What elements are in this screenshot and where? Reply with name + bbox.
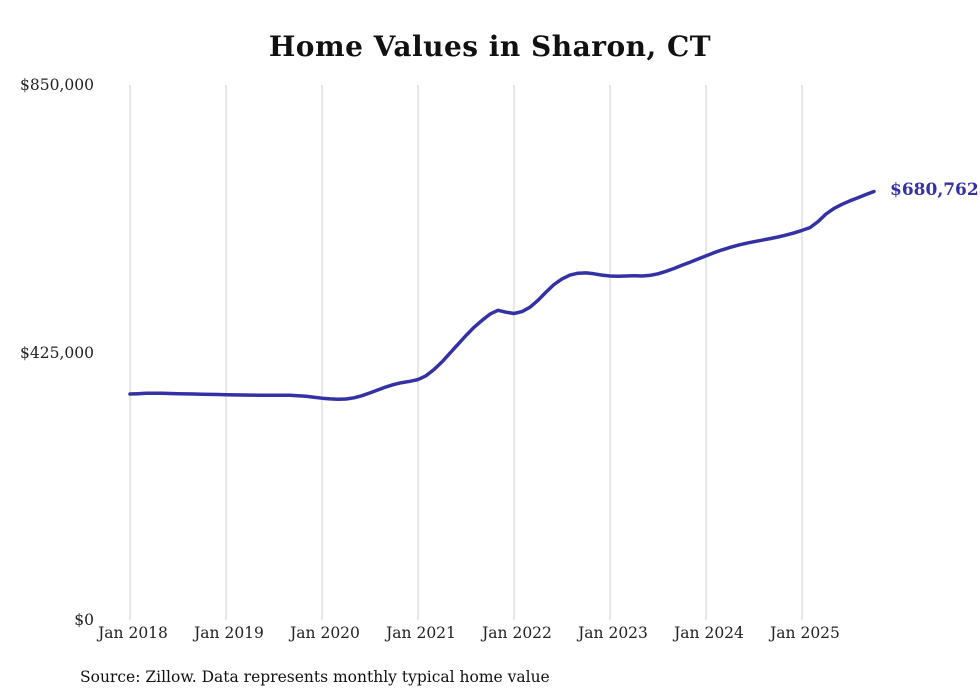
chart-title: Home Values in Sharon, CT	[268, 30, 712, 63]
current-value-label: $680,762	[890, 179, 979, 200]
source-note: Source: Zillow. Data represents monthly …	[80, 668, 550, 686]
home-value-line	[128, 189, 876, 401]
y-axis-label-850000: $850,000	[20, 76, 94, 94]
y-axis-label-0: $0	[74, 611, 94, 629]
y-axis-label-425000: $425,000	[20, 344, 94, 362]
